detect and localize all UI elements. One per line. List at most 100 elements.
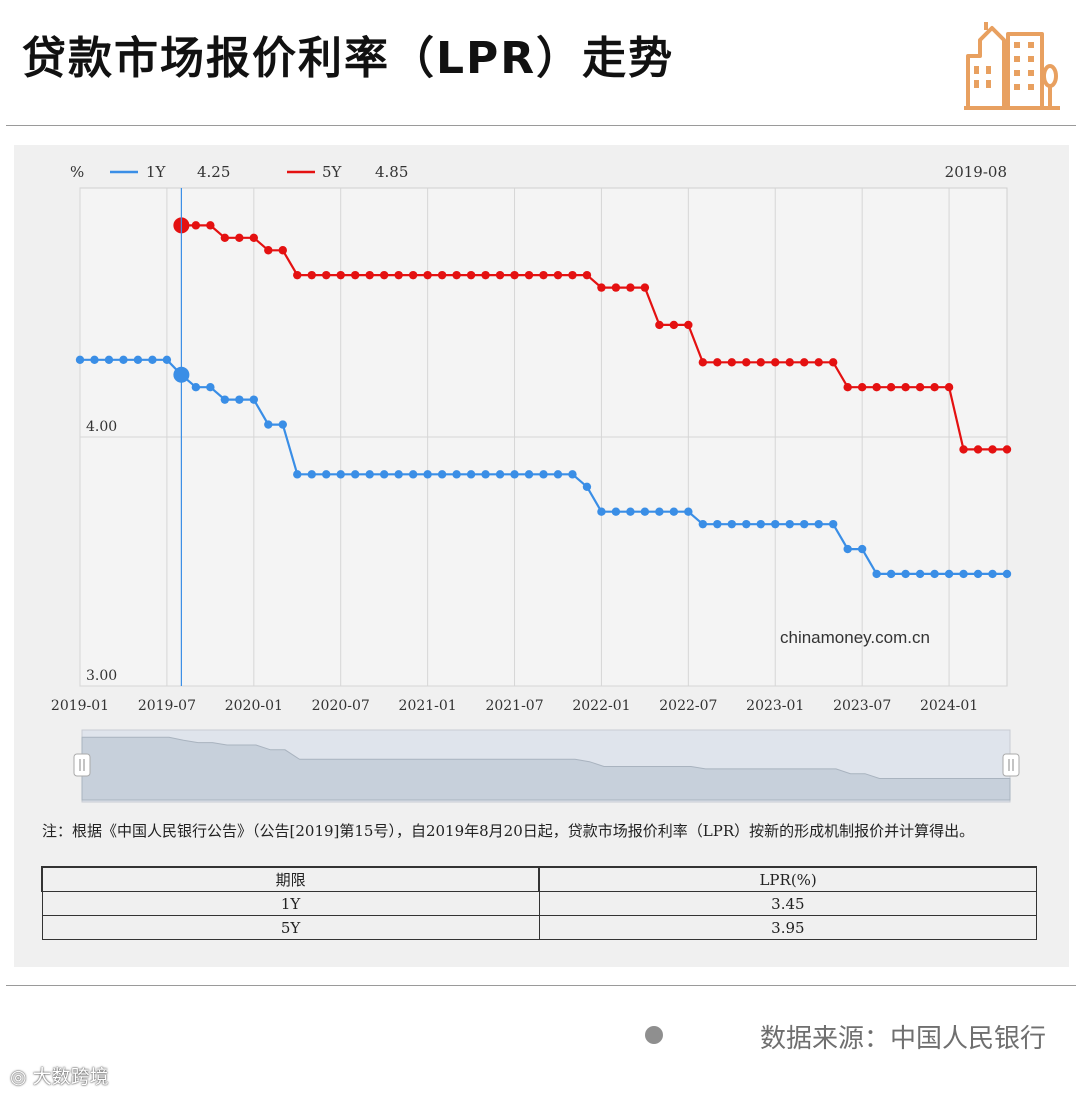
- data-point-1Y[interactable]: [351, 470, 360, 479]
- data-point-5Y[interactable]: [495, 270, 505, 280]
- data-point-5Y[interactable]: [379, 270, 389, 280]
- data-point-1Y[interactable]: [322, 470, 331, 479]
- data-point-1Y[interactable]: [640, 507, 650, 516]
- data-point-5Y[interactable]: [336, 270, 345, 280]
- data-point-1Y[interactable]: [684, 507, 693, 516]
- data-point-5Y[interactable]: [264, 246, 273, 255]
- data-point-1Y[interactable]: [553, 470, 563, 479]
- data-point-1Y[interactable]: [698, 519, 708, 529]
- data-point-1Y[interactable]: [742, 519, 751, 529]
- data-point-1Y[interactable]: [220, 395, 230, 404]
- data-point-1Y[interactable]: [800, 519, 809, 529]
- data-point-5Y[interactable]: [423, 270, 432, 280]
- legend-1y-label[interactable]: 1Y: [146, 163, 167, 181]
- data-point-1Y[interactable]: [235, 395, 244, 404]
- data-point-5Y[interactable]: [930, 383, 939, 392]
- data-point-1Y[interactable]: [365, 470, 374, 479]
- data-point-5Y[interactable]: [698, 358, 708, 367]
- data-point-5Y[interactable]: [481, 270, 490, 280]
- data-point-5Y[interactable]: [1002, 445, 1012, 454]
- data-point-5Y[interactable]: [742, 358, 751, 367]
- data-point-1Y[interactable]: [582, 482, 592, 491]
- data-point-5Y[interactable]: [727, 358, 736, 367]
- data-point-1Y[interactable]: [119, 355, 128, 365]
- data-point-5Y[interactable]: [278, 246, 287, 255]
- range-slider[interactable]: [73, 729, 1020, 803]
- data-point-1Y[interactable]: [959, 569, 968, 579]
- data-point-1Y[interactable]: [713, 519, 722, 529]
- data-point-5Y[interactable]: [872, 383, 881, 392]
- data-point-1Y[interactable]: [293, 470, 302, 479]
- data-point-5Y[interactable]: [206, 221, 215, 230]
- data-point-5Y[interactable]: [814, 358, 823, 367]
- data-point-1Y[interactable]: [524, 470, 534, 479]
- slider-handle-right[interactable]: [1002, 753, 1020, 777]
- data-point-5Y[interactable]: [437, 270, 447, 280]
- data-point-5Y[interactable]: [915, 383, 925, 392]
- data-point-1Y[interactable]: [90, 355, 99, 365]
- data-point-5Y[interactable]: [365, 270, 374, 280]
- data-point-5Y[interactable]: [626, 283, 635, 292]
- data-point-5Y[interactable]: [886, 383, 896, 392]
- data-point-1Y[interactable]: [278, 420, 287, 429]
- data-point-1Y[interactable]: [785, 519, 794, 529]
- data-point-1Y[interactable]: [886, 569, 896, 579]
- data-point-5Y[interactable]: [220, 233, 230, 242]
- data-point-1Y[interactable]: [727, 519, 736, 529]
- data-point-5Y[interactable]: [901, 383, 910, 392]
- data-point-1Y[interactable]: [857, 544, 867, 554]
- data-point-5Y[interactable]: [307, 270, 316, 280]
- data-point-1Y[interactable]: [973, 569, 983, 579]
- data-point-1Y[interactable]: [394, 470, 403, 479]
- data-point-1Y[interactable]: [148, 355, 157, 365]
- data-point-1Y[interactable]: [206, 383, 215, 392]
- data-point-5Y[interactable]: [597, 283, 606, 292]
- data-point-1Y[interactable]: [452, 470, 461, 479]
- data-point-5Y[interactable]: [640, 283, 650, 292]
- data-point-1Y[interactable]: [771, 519, 780, 529]
- data-point-5Y[interactable]: [973, 445, 983, 454]
- data-point-1Y[interactable]: [901, 569, 910, 579]
- data-point-5Y[interactable]: [235, 233, 244, 242]
- data-point-1Y[interactable]: [611, 507, 621, 516]
- data-point-1Y[interactable]: [568, 470, 577, 479]
- data-point-1Y[interactable]: [539, 470, 548, 479]
- data-point-5Y[interactable]: [191, 221, 201, 230]
- data-point-5Y[interactable]: [756, 358, 765, 367]
- data-point-5Y[interactable]: [568, 270, 577, 280]
- data-point-1Y[interactable]: [307, 470, 316, 479]
- data-point-5Y[interactable]: [713, 358, 722, 367]
- data-point-1Y[interactable]: [669, 507, 679, 516]
- data-point-5Y[interactable]: [944, 383, 954, 392]
- data-point-5Y[interactable]: [524, 270, 534, 280]
- data-point-5Y[interactable]: [988, 445, 997, 454]
- data-point-5Y[interactable]: [800, 358, 809, 367]
- data-point-1Y[interactable]: [944, 569, 954, 579]
- data-point-1Y[interactable]: [930, 569, 939, 579]
- data-point-1Y[interactable]: [828, 519, 838, 529]
- data-point-5Y[interactable]: [655, 320, 664, 330]
- data-point-1Y[interactable]: [814, 519, 823, 529]
- data-point-5Y[interactable]: [684, 320, 693, 330]
- data-point-5Y[interactable]: [394, 270, 403, 280]
- data-point-1Y[interactable]: [104, 355, 114, 365]
- data-point-1Y[interactable]: [249, 395, 259, 404]
- data-point-1Y[interactable]: [379, 470, 389, 479]
- data-point-1Y[interactable]: [423, 470, 432, 479]
- data-point-1Y[interactable]: [336, 470, 345, 479]
- data-point-5Y[interactable]: [582, 270, 592, 280]
- data-point-1Y[interactable]: [915, 569, 925, 579]
- data-point-5Y[interactable]: [785, 358, 794, 367]
- data-point-1Y[interactable]: [872, 569, 881, 579]
- data-point-1Y[interactable]: [1002, 569, 1012, 579]
- data-point-1Y[interactable]: [495, 470, 505, 479]
- data-point-5Y[interactable]: [553, 270, 563, 280]
- data-point-1Y[interactable]: [408, 470, 418, 479]
- data-point-5Y[interactable]: [452, 270, 461, 280]
- data-point-5Y[interactable]: [351, 270, 360, 280]
- data-point-1Y[interactable]: [75, 355, 85, 365]
- data-point-5Y[interactable]: [249, 233, 259, 242]
- data-point-5Y[interactable]: [669, 320, 679, 330]
- data-point-5Y[interactable]: [539, 270, 548, 280]
- data-point-1Y[interactable]: [655, 507, 664, 516]
